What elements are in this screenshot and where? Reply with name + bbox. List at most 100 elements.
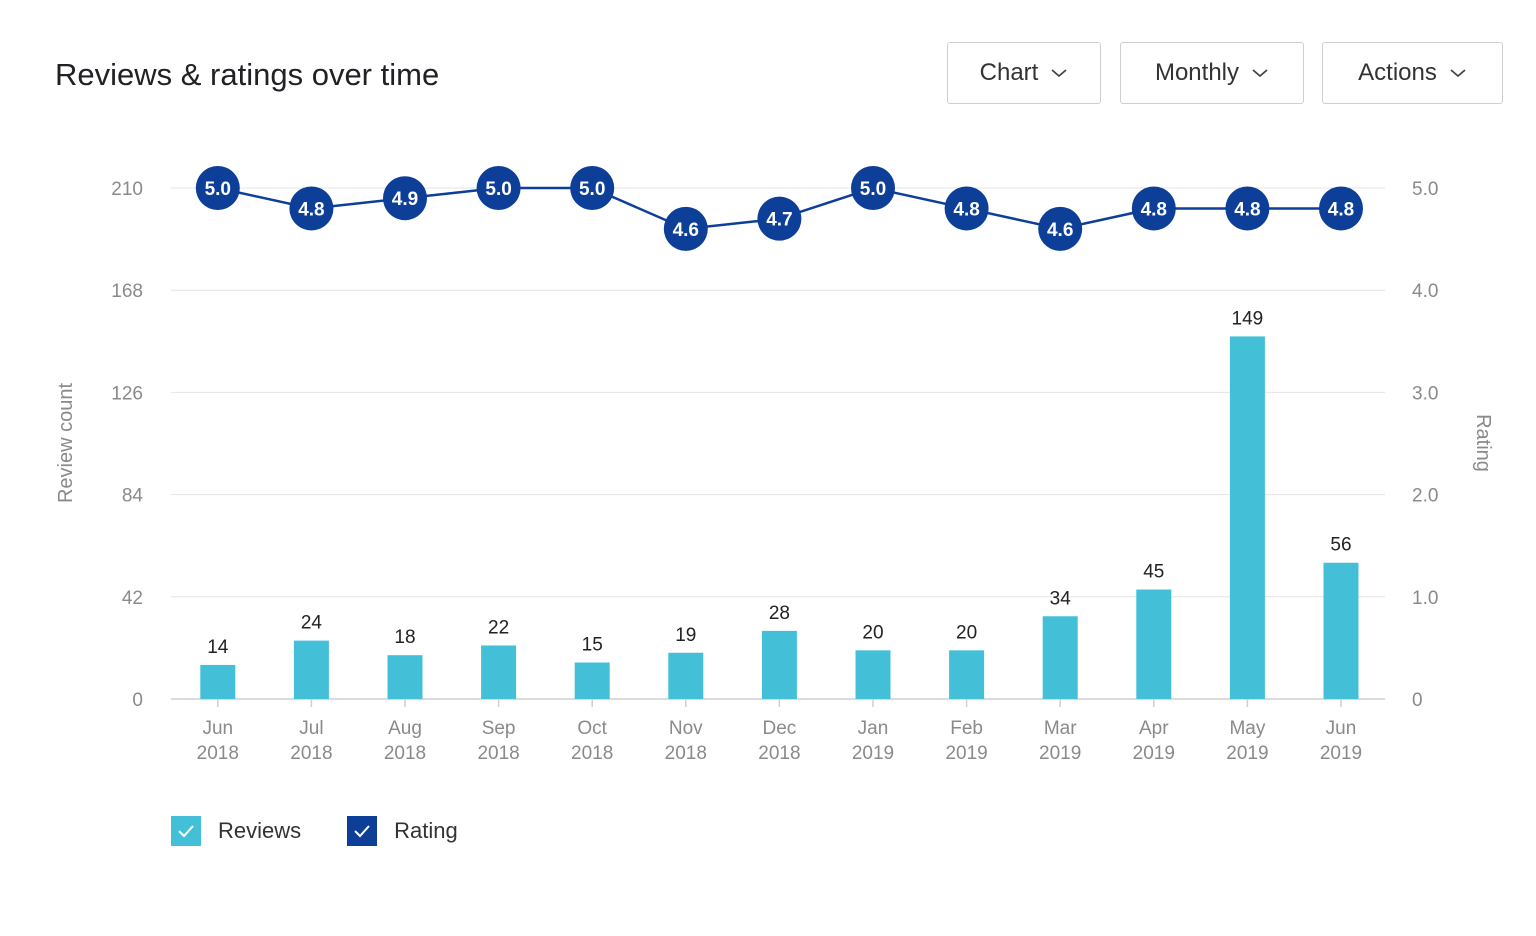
x-tick-label-year: 2018 xyxy=(571,743,613,764)
bar-value-label: 149 xyxy=(1232,308,1264,329)
bar xyxy=(200,664,236,699)
y-tick-label-left: 126 xyxy=(111,383,143,404)
x-tick-label-year: 2019 xyxy=(1133,743,1175,764)
x-tick-label-month: Feb xyxy=(950,718,983,739)
bar-value-label: 20 xyxy=(862,622,883,643)
y-axis-title-left: Review count xyxy=(55,383,77,504)
bar xyxy=(387,655,423,699)
bar-value-label: 56 xyxy=(1330,535,1351,556)
rating-point-label: 4.8 xyxy=(1141,199,1167,220)
bar xyxy=(668,652,704,699)
chart-type-dropdown[interactable]: Chart xyxy=(947,42,1101,104)
bar xyxy=(761,630,797,699)
rating-point-label: 4.8 xyxy=(298,199,324,220)
legend-label-rating: Rating xyxy=(394,818,458,843)
rating-point-label: 5.0 xyxy=(579,179,605,200)
rating-point-label: 4.8 xyxy=(953,199,979,220)
y-tick-label-left: 210 xyxy=(111,179,143,200)
legend-item-reviews[interactable]: Reviews xyxy=(171,816,301,846)
checkbox-checked-icon[interactable] xyxy=(171,816,201,846)
chart-controls: Chart Monthly Actions xyxy=(0,42,1536,106)
rating-point-label: 4.6 xyxy=(1047,220,1073,241)
x-tick-label-year: 2018 xyxy=(197,743,239,764)
chevron-down-icon xyxy=(1051,69,1067,78)
x-tick-label-month: Apr xyxy=(1139,718,1169,739)
rating-point xyxy=(1319,186,1363,231)
rating-point xyxy=(1225,186,1270,231)
rating-point xyxy=(944,186,989,231)
rating-point-label: 4.7 xyxy=(766,210,792,231)
x-tick-label-month: Sep xyxy=(482,718,516,739)
rating-point-label: 5.0 xyxy=(205,179,231,200)
rating-point-label: 4.6 xyxy=(673,220,699,241)
bar xyxy=(293,640,329,699)
x-tick-label-year: 2018 xyxy=(290,743,332,764)
y-tick-label-left: 0 xyxy=(132,690,143,711)
rating-point xyxy=(1038,206,1083,251)
actions-dropdown[interactable]: Actions xyxy=(1322,42,1503,104)
x-tick-label-year: 2019 xyxy=(1320,743,1362,764)
x-tick-label-month: Aug xyxy=(388,718,422,739)
bar-value-label: 14 xyxy=(207,637,229,658)
rating-point-label: 4.9 xyxy=(392,189,418,210)
bar-value-label: 19 xyxy=(675,625,696,646)
bar xyxy=(855,650,891,699)
rating-point xyxy=(383,176,427,221)
reviews-ratings-chart: 0 0 42 1.0 84 2.0 126 3.0 168 4.0 210 5.0 Review cou… xyxy=(55,166,1494,764)
x-tick-label-month: Jun xyxy=(202,718,233,739)
x-tick-label-year: 2019 xyxy=(1226,743,1268,764)
rating-point xyxy=(476,166,521,210)
bar xyxy=(1229,336,1265,699)
chevron-down-icon xyxy=(1252,69,1268,78)
y-tick-label-right: 5.0 xyxy=(1412,179,1438,200)
rating-point xyxy=(570,166,615,210)
bar-value-label: 15 xyxy=(582,635,603,656)
y-tick-label-right: 1.0 xyxy=(1412,588,1438,609)
bar-value-label: 18 xyxy=(394,627,415,648)
x-tick-label-year: 2018 xyxy=(477,743,519,764)
bar-value-label: 28 xyxy=(769,603,790,624)
y-tick-label-left: 42 xyxy=(122,588,143,609)
y-tick-label-left: 168 xyxy=(111,281,143,302)
y-tick-label-right: 2.0 xyxy=(1412,486,1438,507)
x-tick-label-year: 2018 xyxy=(384,743,426,764)
chart-type-label: Chart xyxy=(979,59,1039,86)
bar-value-label: 20 xyxy=(956,622,977,643)
x-tick-label-year: 2018 xyxy=(665,743,707,764)
bar xyxy=(949,650,985,699)
bar-value-label: 45 xyxy=(1143,562,1164,583)
x-tick-label-month: Jun xyxy=(1326,718,1357,739)
chart-legend: Reviews Rating xyxy=(171,816,504,846)
x-tick-label-year: 2019 xyxy=(945,743,987,764)
rating-point-label: 4.8 xyxy=(1328,199,1354,220)
rating-point-label: 5.0 xyxy=(485,179,511,200)
rating-point xyxy=(1131,186,1176,231)
y-tick-label-right: 0 xyxy=(1412,690,1423,711)
bar-value-label: 22 xyxy=(488,617,509,638)
rating-point-label: 4.8 xyxy=(1234,199,1260,220)
rating-point xyxy=(289,186,334,231)
rating-point xyxy=(851,166,895,210)
x-tick-label-month: Nov xyxy=(669,718,703,739)
page-title: Reviews & ratings over time xyxy=(55,57,440,92)
bar xyxy=(481,645,517,699)
bar-value-label: 34 xyxy=(1050,588,1072,609)
legend-item-rating[interactable]: Rating xyxy=(347,816,458,846)
y-tick-label-right: 4.0 xyxy=(1412,281,1438,302)
period-label: Monthly xyxy=(1154,59,1240,86)
x-tick-label-month: Dec xyxy=(763,718,797,739)
rating-point xyxy=(663,206,708,251)
y-tick-label-right: 3.0 xyxy=(1412,383,1438,404)
rating-point xyxy=(195,166,240,210)
bar xyxy=(1042,616,1078,699)
checkbox-checked-icon[interactable] xyxy=(347,816,378,846)
chevron-down-icon xyxy=(1450,69,1466,78)
y-axis-title-right: Rating xyxy=(1472,414,1494,472)
rating-point-label: 5.0 xyxy=(860,179,886,200)
period-dropdown[interactable]: Monthly xyxy=(1120,42,1304,104)
x-tick-label-month: Jan xyxy=(858,718,889,739)
bar xyxy=(1136,589,1172,699)
x-tick-label-month: Oct xyxy=(577,718,607,739)
x-tick-label-month: Mar xyxy=(1044,718,1077,739)
actions-label: Actions xyxy=(1358,59,1437,86)
